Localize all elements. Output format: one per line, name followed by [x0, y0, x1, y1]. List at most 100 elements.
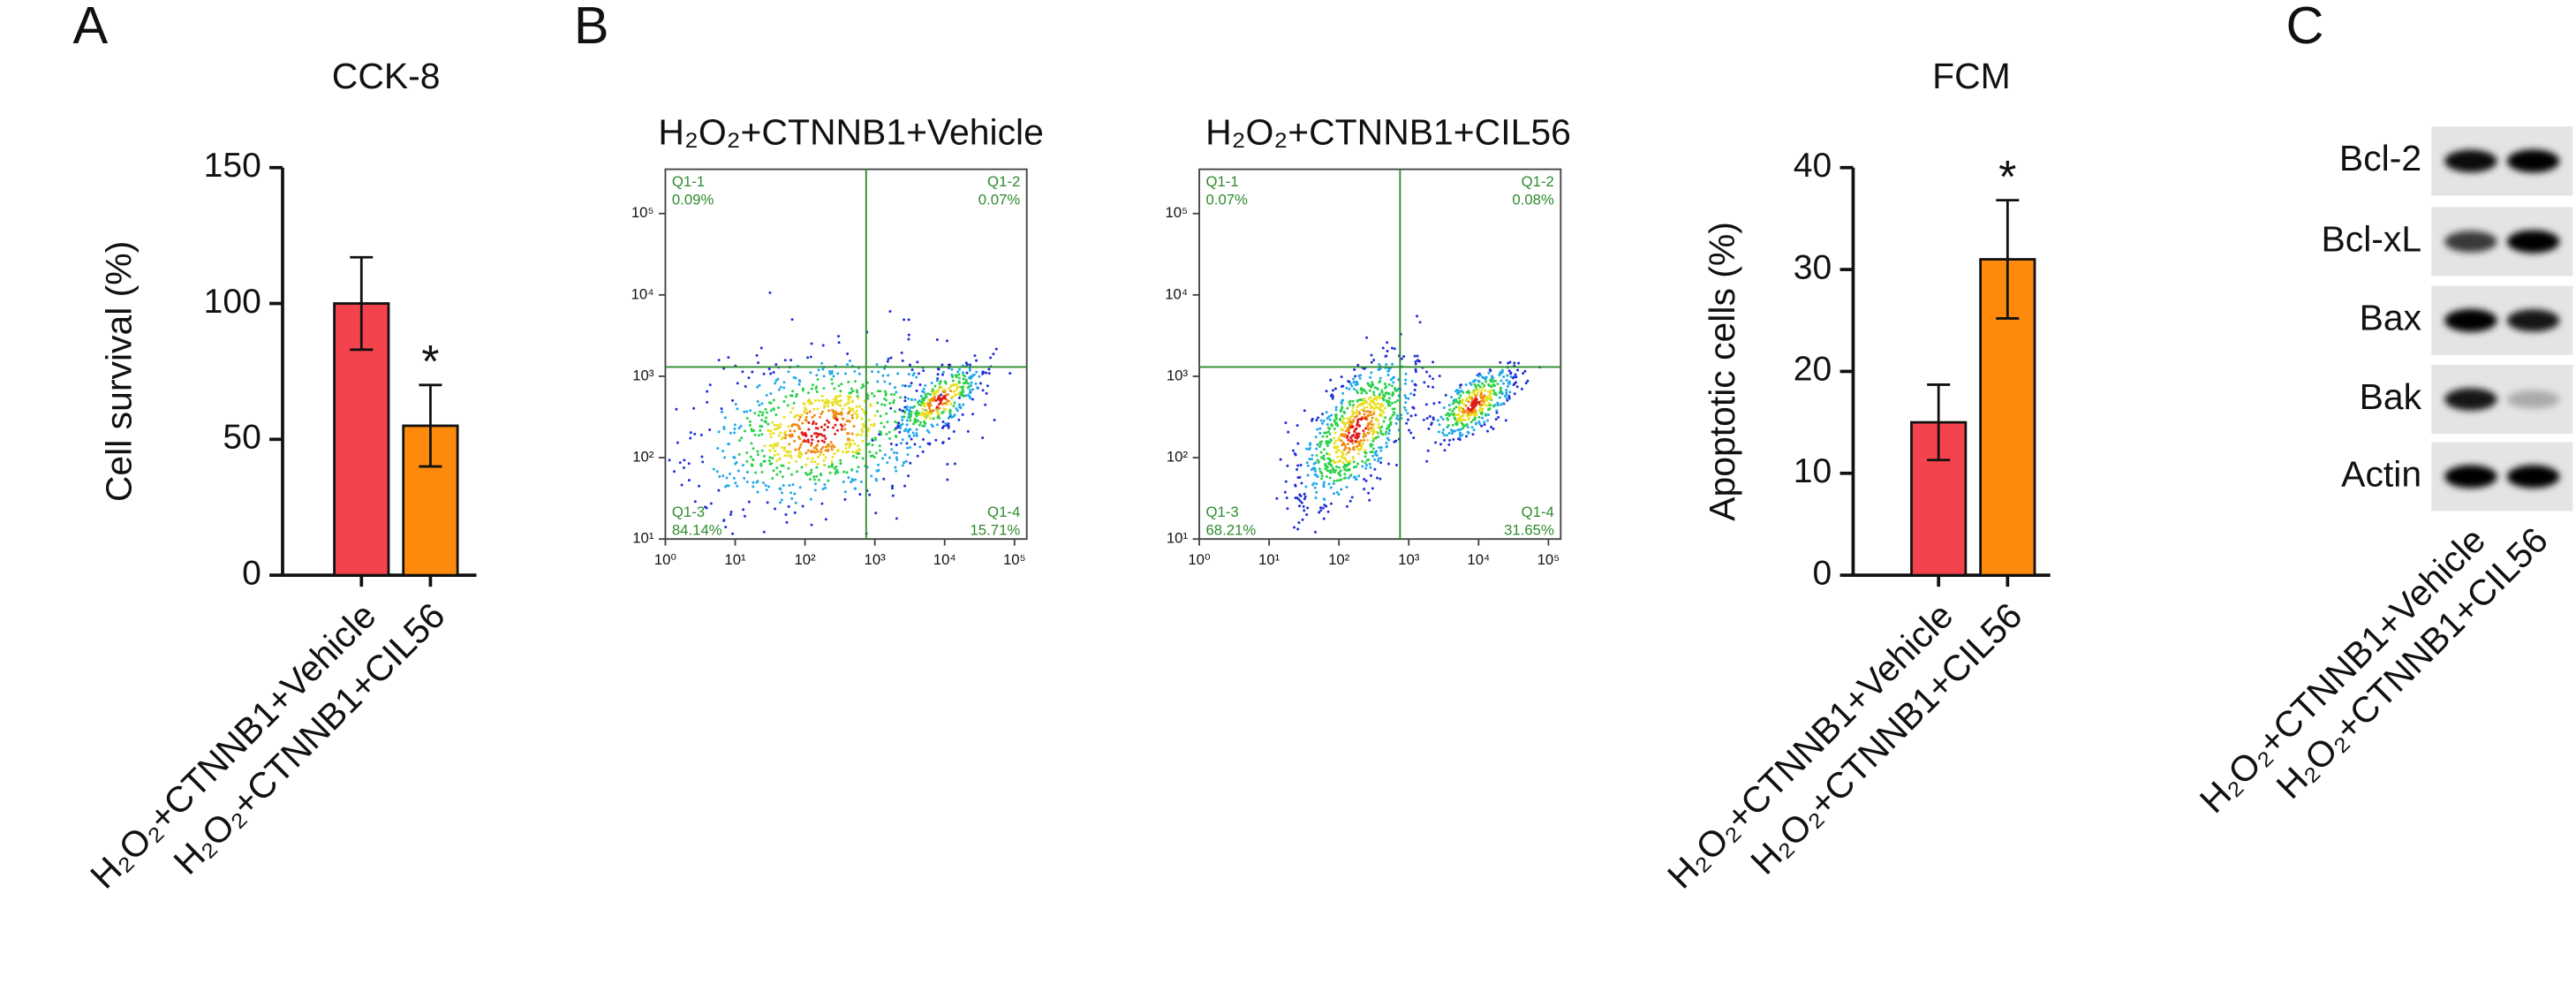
event-dot	[835, 468, 839, 472]
event-dot	[1439, 415, 1443, 419]
event-dot	[1381, 346, 1385, 350]
event-dot	[932, 417, 935, 420]
event-dot	[898, 408, 902, 412]
event-dot	[1330, 424, 1333, 428]
event-dot	[1376, 476, 1379, 480]
event-dot	[1391, 407, 1394, 411]
event-dot	[918, 383, 922, 386]
event-dot	[768, 291, 772, 294]
event-dot	[813, 489, 817, 492]
event-dot	[1375, 398, 1379, 401]
event-dot	[1441, 428, 1445, 432]
event-dot	[841, 407, 844, 411]
event-dot	[908, 428, 911, 431]
event-dot	[901, 419, 904, 421]
x-tick-label: 10²	[794, 551, 816, 568]
event-dot	[745, 410, 749, 413]
event-dot	[1331, 397, 1334, 400]
event-dot	[933, 395, 936, 398]
event-dot	[1386, 341, 1389, 345]
event-dot	[790, 473, 793, 476]
event-dot	[1467, 391, 1470, 395]
event-dot	[1370, 413, 1373, 417]
event-dot	[1362, 436, 1365, 439]
event-dot	[919, 420, 923, 424]
event-dot	[827, 405, 830, 408]
event-dot	[1329, 439, 1333, 443]
event-dot	[911, 431, 915, 435]
event-dot	[1326, 465, 1329, 468]
event-dot	[1373, 386, 1377, 390]
event-dot	[803, 411, 806, 414]
event-dot	[981, 389, 985, 392]
quadrant-name: Q1-1	[1205, 173, 1238, 190]
event-dot	[1513, 361, 1516, 365]
event-dot	[716, 447, 720, 450]
event-dot	[855, 409, 858, 413]
event-dot	[1358, 412, 1362, 415]
event-dot	[764, 420, 767, 424]
event-dot	[833, 466, 836, 470]
plot-frame	[1198, 168, 1562, 541]
event-dot	[1316, 475, 1319, 479]
event-dot	[1329, 502, 1333, 505]
event-dot	[1371, 416, 1374, 420]
event-dot	[843, 428, 847, 431]
event-dot	[789, 454, 792, 457]
event-dot	[676, 441, 679, 444]
event-dot	[1335, 490, 1339, 494]
event-dot	[989, 356, 993, 360]
event-dot	[903, 411, 907, 414]
event-dot	[1451, 402, 1454, 405]
event-dot	[958, 405, 962, 409]
event-dot	[1479, 374, 1483, 377]
event-dot	[1475, 394, 1478, 398]
event-dot	[1458, 409, 1462, 413]
event-dot	[751, 463, 754, 466]
blot-band	[2506, 309, 2560, 332]
event-dot	[1432, 402, 1436, 405]
event-dot	[1298, 504, 1302, 508]
event-dot	[708, 428, 712, 431]
event-dot	[1462, 413, 1465, 417]
event-dot	[1303, 495, 1307, 498]
event-dot	[1363, 409, 1366, 413]
event-dot	[954, 393, 957, 397]
event-dot	[1346, 417, 1349, 420]
event-dot	[1368, 402, 1371, 405]
event-dot	[821, 367, 825, 371]
event-dot	[682, 466, 685, 469]
event-dot	[1387, 426, 1391, 429]
event-dot	[1414, 360, 1417, 363]
event-dot	[940, 385, 943, 389]
event-dot	[1400, 357, 1403, 360]
event-dot	[837, 341, 841, 345]
event-dot	[953, 462, 956, 466]
event-dot	[806, 438, 810, 442]
event-dot	[847, 380, 850, 383]
event-dot	[842, 480, 845, 483]
event-dot	[790, 496, 794, 500]
event-dot	[916, 400, 919, 404]
event-dot	[1360, 391, 1364, 395]
event-dot	[795, 392, 798, 396]
event-dot	[1480, 424, 1484, 428]
event-dot	[877, 390, 880, 393]
event-dot	[918, 445, 922, 449]
event-dot	[1370, 400, 1373, 404]
event-dot	[1331, 395, 1334, 398]
event-dot	[1341, 451, 1344, 455]
event-dot	[784, 434, 788, 437]
event-dot	[1308, 443, 1311, 447]
event-dot	[1380, 425, 1384, 428]
event-dot	[1365, 464, 1369, 467]
event-dot	[941, 370, 945, 374]
event-dot	[950, 373, 954, 376]
protein-label: Bcl-2	[2339, 138, 2421, 178]
event-dot	[948, 387, 951, 390]
event-dot	[1377, 368, 1380, 372]
event-dot	[827, 479, 830, 482]
event-dot	[760, 402, 764, 405]
event-dot	[832, 426, 835, 429]
event-dot	[1391, 362, 1394, 366]
